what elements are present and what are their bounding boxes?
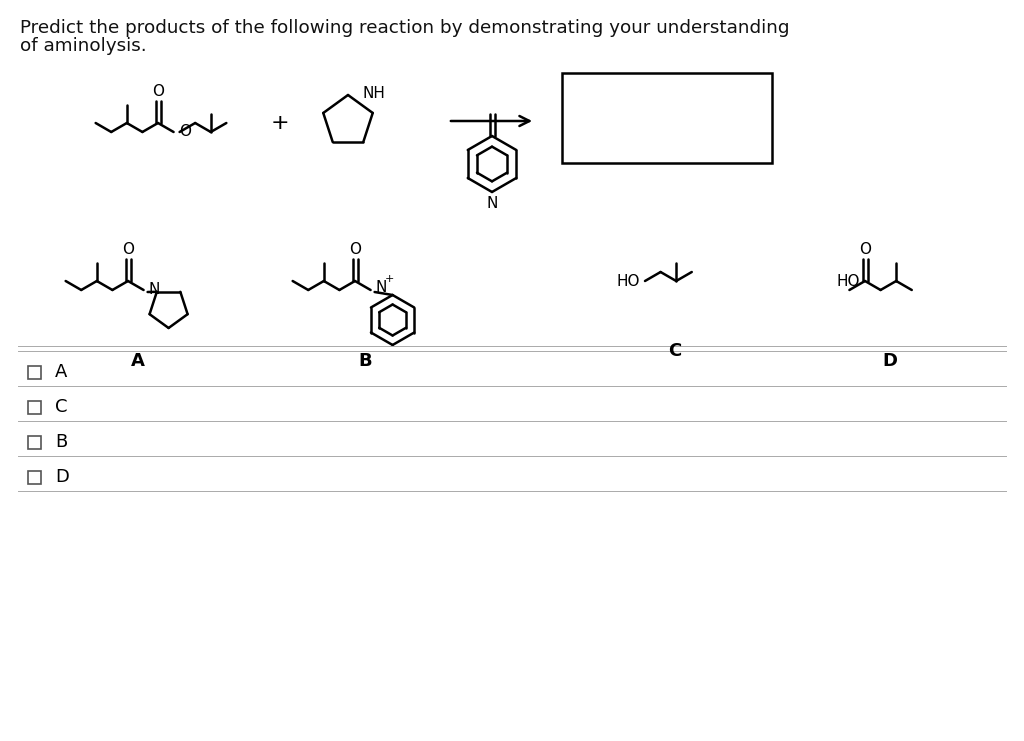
Text: C: C: [669, 342, 682, 360]
Bar: [28, 471, 41, 484]
Text: D: D: [883, 352, 897, 370]
Text: O: O: [179, 124, 191, 139]
Text: of aminolysis.: of aminolysis.: [20, 37, 146, 55]
Text: HO: HO: [616, 273, 640, 288]
Text: +: +: [270, 113, 290, 133]
Text: B: B: [358, 352, 372, 370]
Bar: [28, 366, 41, 379]
Text: D: D: [55, 468, 69, 486]
Text: N: N: [148, 282, 160, 296]
Text: A: A: [55, 363, 68, 381]
Bar: [28, 401, 41, 414]
Text: +: +: [385, 274, 394, 284]
Text: O: O: [122, 242, 134, 258]
Text: N: N: [376, 281, 387, 296]
Text: Predict the products of the following reaction by demonstrating your understandi: Predict the products of the following re…: [20, 19, 790, 37]
Text: NH: NH: [362, 85, 385, 101]
Text: O: O: [152, 84, 164, 99]
Text: B: B: [55, 433, 68, 451]
Bar: [562, 73, 772, 163]
Text: A: A: [131, 352, 145, 370]
Bar: [28, 436, 41, 449]
Text: HO: HO: [837, 273, 860, 288]
Text: O: O: [859, 242, 871, 258]
Text: N: N: [486, 196, 498, 210]
Text: C: C: [55, 398, 68, 416]
Text: O: O: [349, 242, 361, 258]
